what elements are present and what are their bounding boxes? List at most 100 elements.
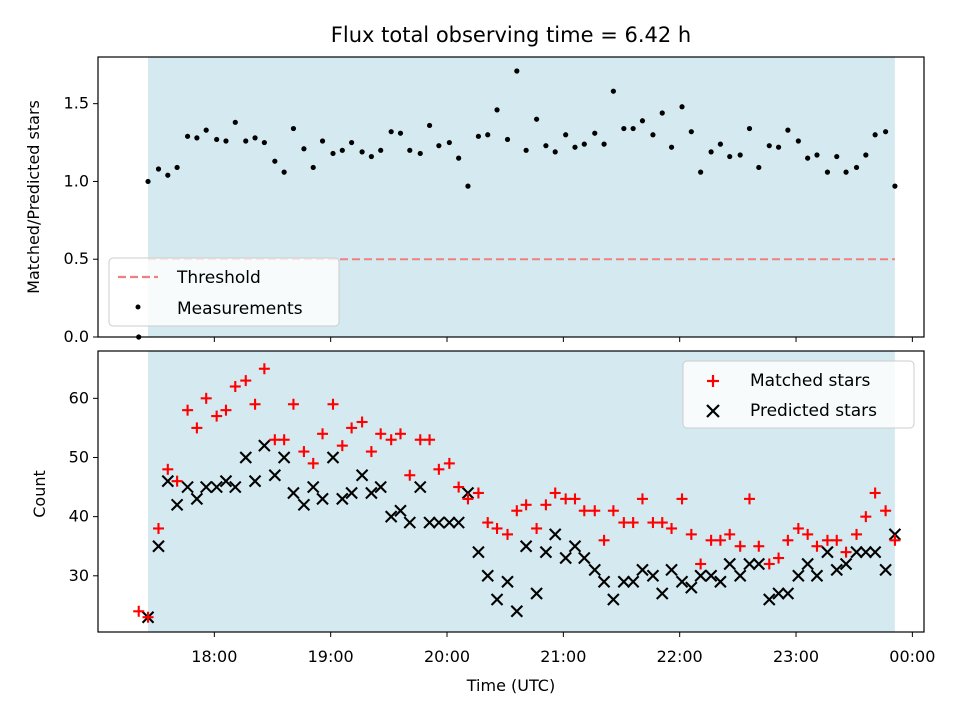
matched-point <box>433 463 445 475</box>
predicted-point <box>675 575 689 588</box>
matched-point <box>182 404 194 416</box>
measurement-point <box>805 155 811 161</box>
matched-point <box>560 493 572 505</box>
matched-point <box>269 434 281 446</box>
legend-threshold-label: Threshold <box>176 268 261 288</box>
measurement-point <box>853 164 860 171</box>
matched-point <box>336 440 348 452</box>
measurement-point <box>388 129 394 135</box>
predicted-point <box>229 480 242 494</box>
matched-point <box>598 534 610 546</box>
measurement-point <box>359 149 365 155</box>
matched-point <box>191 422 203 434</box>
matched-point <box>840 546 852 558</box>
measurement-point <box>494 107 500 113</box>
predicted-point <box>781 587 795 600</box>
predicted-point <box>879 563 892 577</box>
measurement-point <box>290 125 297 132</box>
measurement-point <box>281 169 287 175</box>
measurement-point <box>883 129 889 135</box>
predicted-point <box>617 575 631 588</box>
measurement-point <box>639 118 646 124</box>
matched-point <box>443 457 455 469</box>
top-panel: 0.0 0.5 1.0 1.5 Matched/Predicted stars Thr… <box>24 56 925 346</box>
measurement-point <box>708 149 714 155</box>
measurement-point <box>330 150 336 157</box>
matched-point <box>287 398 299 410</box>
predicted-point <box>258 439 271 452</box>
predicted-point <box>597 575 611 588</box>
measurement-point <box>552 149 558 155</box>
predicted-point <box>539 545 553 559</box>
predicted-point <box>297 498 311 512</box>
predicted-point <box>461 486 475 500</box>
matched-point <box>860 511 872 523</box>
measurement-point <box>737 152 743 158</box>
matched-point <box>685 528 697 540</box>
predicted-point <box>646 569 660 583</box>
predicted-point <box>830 563 843 577</box>
predicted-point <box>548 528 562 541</box>
predicted-point <box>490 593 504 606</box>
bottom-ticks: 30 40 50 60 18:00 19:00 20:00 21:00 22:00 23:00 00… <box>69 388 936 666</box>
matched-point <box>424 434 436 446</box>
measurement-point <box>872 132 878 138</box>
matched-point <box>773 552 785 564</box>
bottom-ytick-label: 40 <box>69 507 89 526</box>
matched-point <box>491 522 503 534</box>
matched-point <box>249 398 261 410</box>
matched-point <box>133 605 145 617</box>
predicted-point <box>501 575 514 588</box>
matched-point <box>220 404 232 416</box>
predicted-point <box>743 557 756 571</box>
predicted-point <box>210 480 223 494</box>
measurement-point <box>814 152 820 158</box>
measurement-point <box>475 133 482 139</box>
matched-point <box>695 558 707 570</box>
bottom-marks <box>133 363 902 624</box>
measurement-point <box>746 125 753 132</box>
predicted-point <box>694 569 707 583</box>
predicted-point <box>199 480 213 494</box>
measurement-point <box>533 116 540 122</box>
bottom-xtick-label: 21:00 <box>540 647 586 666</box>
measurement-point <box>843 169 849 175</box>
measurement-point <box>485 132 491 138</box>
predicted-point <box>384 510 398 523</box>
top-ticks: 0.0 0.5 1.0 1.5 <box>64 94 913 346</box>
predicted-point <box>355 468 369 482</box>
bottom-legend: Matched stars Predicted stars <box>682 360 915 429</box>
matched-point <box>802 528 814 540</box>
matched-point <box>549 487 561 499</box>
measurement-point <box>766 143 772 149</box>
predicted-point <box>316 492 329 506</box>
matched-point <box>734 540 746 552</box>
measurement-point <box>407 147 413 153</box>
predicted-point <box>170 498 184 512</box>
measurement-point <box>436 143 442 149</box>
bottom-xtick-label: 00:00 <box>889 647 935 666</box>
predicted-point <box>443 516 456 529</box>
measurement-point <box>203 127 209 133</box>
measurement-point <box>155 166 162 172</box>
predicted-point <box>472 545 485 559</box>
measurement-point <box>349 139 355 146</box>
legend-predicted-label: Predicted stars <box>750 401 877 421</box>
matched-point <box>404 469 416 481</box>
legend-measurements-label: Measurements <box>177 299 303 319</box>
matched-point <box>589 505 601 517</box>
matched-point <box>385 434 397 446</box>
predicted-point <box>432 516 446 529</box>
matched-point <box>851 528 863 540</box>
matched-point <box>211 410 223 422</box>
matched-point <box>782 534 794 546</box>
measurement-point <box>572 144 578 150</box>
bottom-xtick-label: 18:00 <box>191 647 237 666</box>
predicted-point <box>559 551 572 565</box>
matched-point <box>811 540 823 552</box>
predicted-point <box>792 569 805 583</box>
matched-point <box>240 375 252 387</box>
bottom-ytick-label: 50 <box>69 447 89 466</box>
measurement-point <box>514 68 520 74</box>
bottom-ylabel: Count <box>30 470 49 518</box>
